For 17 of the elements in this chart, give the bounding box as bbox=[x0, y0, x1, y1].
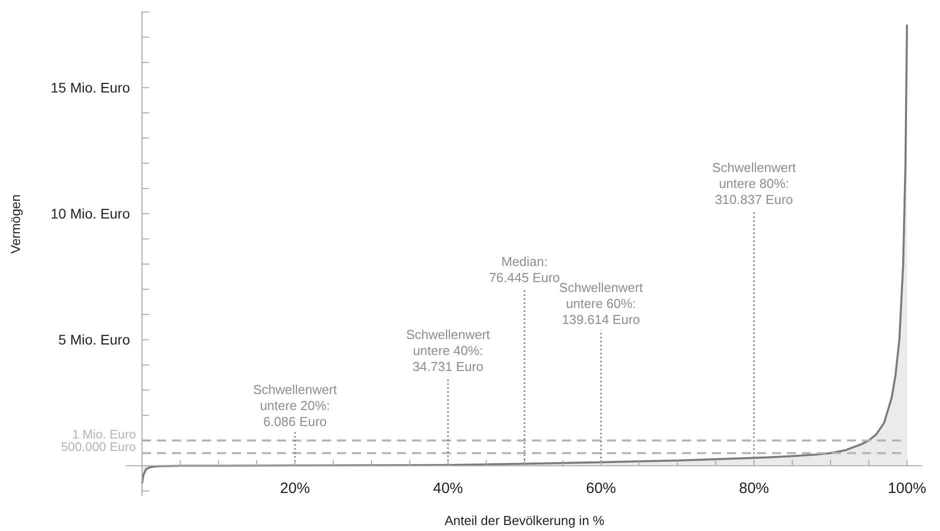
x-tick-label: 40% bbox=[432, 480, 464, 497]
x-tick-label: 60% bbox=[586, 480, 616, 497]
annotation: Schwellenwert untere 40%: 34.731 Euro bbox=[406, 327, 490, 374]
annotation: Schwellenwert untere 80%: 310.837 Euro bbox=[712, 160, 796, 207]
annotation: Schwellenwert untere 20%: 6.086 Euro bbox=[253, 382, 338, 429]
y-tick-label: 10 Mio. Euro bbox=[50, 206, 130, 222]
y-axis-title: Vermögen bbox=[8, 194, 23, 254]
x-tick-label: 100% bbox=[888, 480, 926, 497]
x-axis-title: Anteil der Bevölkerung in % bbox=[444, 513, 605, 528]
y-tick-label: 5 Mio. Euro bbox=[58, 332, 130, 348]
y-tick-label: 15 Mio. Euro bbox=[50, 80, 130, 96]
x-tick-label: 20% bbox=[280, 480, 310, 497]
x-tick-label: 80% bbox=[738, 480, 770, 497]
ref-line-label: 500.000 Euro bbox=[60, 440, 136, 454]
annotation: Median: 76.445 Euro bbox=[489, 254, 560, 285]
annotation: Schwellenwert untere 60%: 139.614 Euro bbox=[559, 280, 644, 327]
ref-line-label: 1 Mio. Euro bbox=[72, 428, 136, 442]
